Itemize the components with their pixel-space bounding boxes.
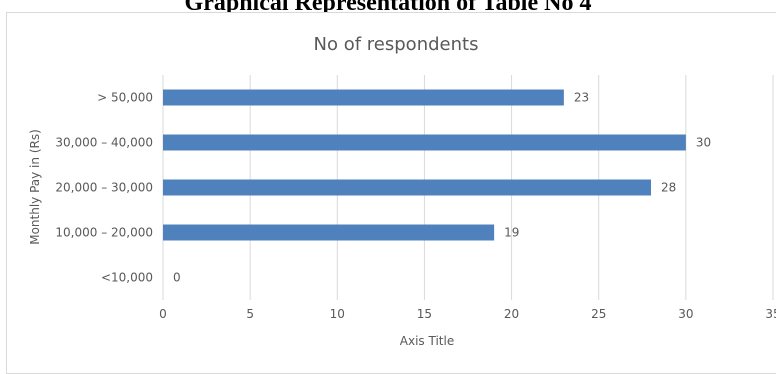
x-axis-title: Axis Title: [400, 334, 454, 348]
x-tick-label: 15: [417, 307, 432, 321]
y-tick-label: 30,000 – 40,000: [55, 136, 153, 150]
y-tick-label: 10,000 – 20,000: [55, 226, 153, 240]
y-tick-label: <10,000: [101, 271, 153, 285]
data-label: 19: [504, 226, 519, 240]
data-label: 28: [661, 181, 676, 195]
y-axis-title: Monthly Pay in (Rs): [28, 129, 42, 245]
bar: [163, 224, 495, 241]
x-tick-label: 25: [591, 307, 606, 321]
chart-title: No of respondents: [314, 34, 479, 55]
y-tick-label: 20,000 – 30,000: [55, 181, 153, 195]
chart-area: No of respondents Monthly Pay in (Rs) Ax…: [6, 12, 776, 374]
x-tick-label: 30: [678, 307, 693, 321]
data-label: 30: [696, 136, 711, 150]
y-tick-label: > 50,000: [97, 91, 153, 105]
bar: [163, 89, 564, 106]
bar: [163, 179, 651, 196]
x-tick-label: 35: [765, 307, 776, 321]
data-label: 23: [574, 91, 589, 105]
x-tick-label: 0: [159, 307, 167, 321]
x-tick-label: 10: [330, 307, 345, 321]
x-tick-label: 20: [504, 307, 519, 321]
bar-chart: No of respondents Monthly Pay in (Rs) Ax…: [28, 34, 776, 348]
data-label: 0: [173, 271, 181, 285]
bar: [163, 134, 686, 151]
x-tick-label: 5: [246, 307, 254, 321]
